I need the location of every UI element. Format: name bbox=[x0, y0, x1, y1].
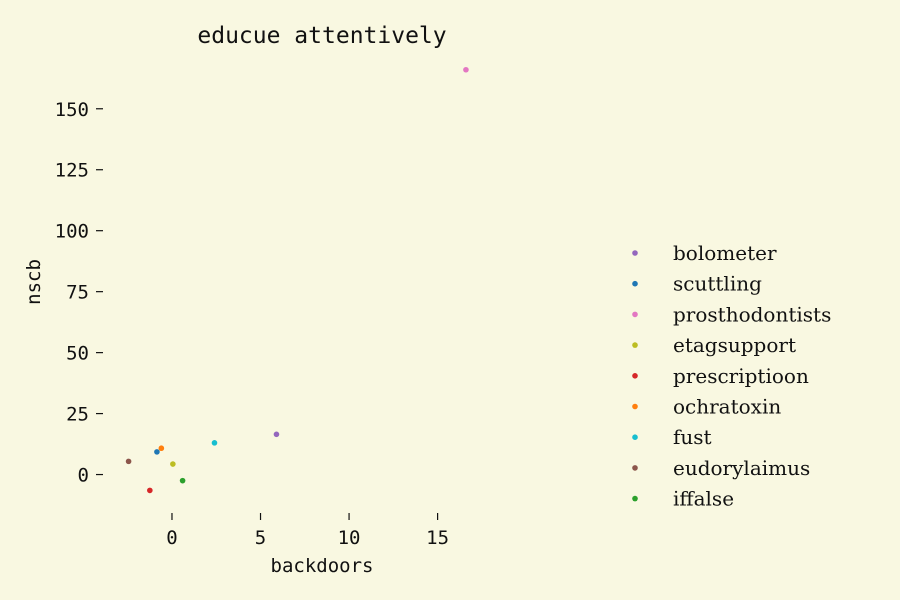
data-point-eudorylaimus bbox=[125, 458, 132, 465]
data-point-iffalse bbox=[179, 477, 186, 484]
data-point-fust bbox=[211, 440, 218, 446]
legend-label-iffalse: iffalse bbox=[673, 487, 734, 511]
legend-label-fust: fust bbox=[673, 425, 712, 449]
x-tick-label: 15 bbox=[426, 527, 449, 549]
data-point-prescriptioon bbox=[147, 487, 153, 494]
y-tick-label: 125 bbox=[55, 160, 89, 182]
legend-label-scuttling: scuttling bbox=[673, 272, 762, 296]
y-tick-label: 25 bbox=[66, 404, 89, 426]
legend: bolometer scuttling prosthodontists etagsup… bbox=[632, 241, 831, 511]
legend-marker-ochratoxin bbox=[632, 403, 638, 410]
x-tick-label: 5 bbox=[255, 527, 266, 549]
legend-marker-eudorylaimus bbox=[632, 465, 638, 471]
data-point-bolometer bbox=[273, 431, 280, 438]
legend-label-prescriptioon: prescriptioon bbox=[673, 364, 809, 388]
data-point-etagsupport bbox=[170, 461, 176, 467]
data-point-scuttling bbox=[154, 449, 160, 455]
legend-label-eudorylaimus: eudorylaimus bbox=[673, 456, 810, 480]
x-tick-label: 0 bbox=[166, 527, 177, 549]
legend-marker-bolometer bbox=[632, 250, 638, 256]
y-axis-label: nscb bbox=[23, 259, 45, 305]
y-axis-ticks: 0 25 50 75 100 125 150 bbox=[55, 99, 103, 487]
legend-marker-iffalse bbox=[632, 495, 638, 502]
x-axis-label: backdoors bbox=[271, 555, 374, 577]
legend-marker-fust bbox=[632, 434, 638, 441]
legend-marker-prescriptioon bbox=[632, 373, 638, 379]
legend-label-ochratoxin: ochratoxin bbox=[673, 395, 781, 419]
y-tick-label: 0 bbox=[78, 465, 89, 487]
data-point-ochratoxin bbox=[158, 445, 165, 452]
y-tick-label: 100 bbox=[55, 221, 89, 243]
legend-label-prosthodontists: prosthodontists bbox=[673, 302, 831, 326]
x-axis-ticks: 0 5 10 15 bbox=[166, 513, 449, 549]
y-tick-label: 150 bbox=[55, 99, 89, 121]
y-tick-label: 50 bbox=[66, 343, 89, 365]
x-tick-label: 10 bbox=[338, 527, 361, 549]
legend-marker-prosthodontists bbox=[632, 311, 638, 318]
data-points bbox=[125, 66, 469, 494]
data-point-prosthodontists bbox=[463, 66, 469, 73]
chart-title: educue attentively bbox=[197, 23, 446, 49]
y-tick-label: 75 bbox=[66, 282, 89, 304]
legend-label-bolometer: bolometer bbox=[673, 241, 777, 265]
legend-label-etagsupport: etagsupport bbox=[673, 333, 796, 357]
legend-marker-etagsupport bbox=[632, 342, 638, 348]
legend-marker-scuttling bbox=[632, 280, 638, 287]
